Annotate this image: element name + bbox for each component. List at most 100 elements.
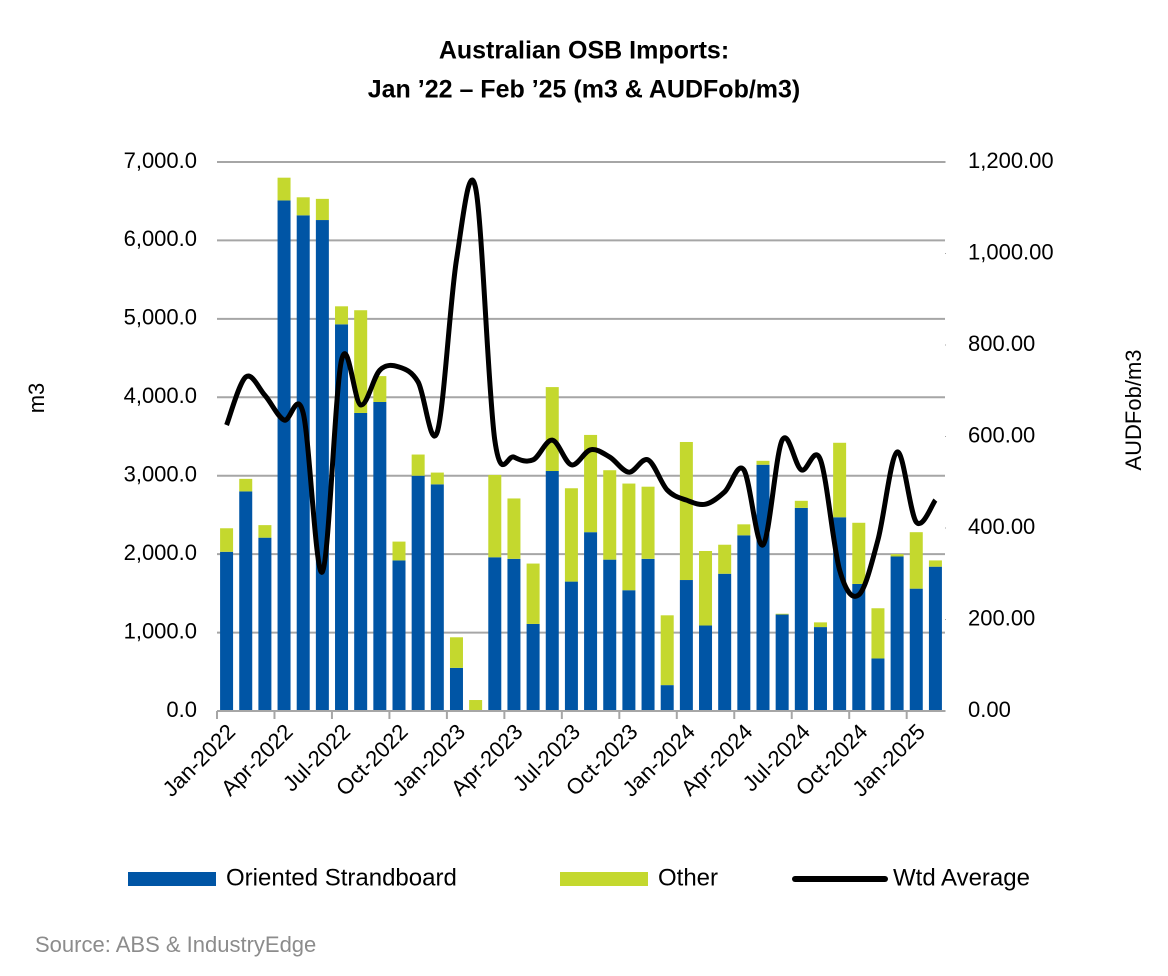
bar-segment [296, 215, 310, 711]
bar-segment [373, 401, 387, 711]
bar-segment [430, 484, 444, 711]
y-tick-label: 7,000.0 [124, 148, 197, 173]
y2-tick-label: 1,000.00 [968, 239, 1054, 264]
bar-segment [794, 500, 808, 508]
bar-segment [449, 667, 463, 711]
y2-tick-label: 800.00 [968, 331, 1035, 356]
y2-tick-label: 400.00 [968, 514, 1035, 539]
bar-segment [354, 310, 368, 413]
bar-segment [756, 464, 770, 711]
bar-segment [699, 551, 713, 626]
bar-segment [335, 324, 349, 711]
legend-swatch [560, 872, 648, 886]
bar-segment [622, 483, 636, 591]
legend-label: Wtd Average [893, 864, 1030, 891]
bar-segment [756, 460, 770, 465]
y2-tick-label: 0.00 [968, 697, 1011, 722]
bar-segment [909, 588, 923, 711]
bar-segment [833, 442, 847, 518]
bar-segment [737, 524, 751, 536]
bar-segment [526, 563, 540, 624]
bar-segment [239, 478, 253, 492]
y-tick-label: 4,000.0 [124, 383, 197, 408]
bar-segment [315, 220, 329, 711]
bar-segment [603, 470, 617, 560]
bar-segment [564, 488, 578, 582]
bar-segment [411, 475, 425, 711]
bar-segment [909, 532, 923, 589]
bar-segment [373, 376, 387, 402]
bar-segment [890, 554, 904, 557]
legend-label: Oriented Strandboard [226, 864, 457, 891]
bar-segment [564, 581, 578, 711]
bar-segment [641, 558, 655, 711]
bar-segment [449, 637, 463, 668]
bar-segment [335, 306, 349, 325]
y-axis-label: m3 [24, 383, 49, 414]
bar-segment [679, 580, 693, 711]
bar-segment [545, 471, 559, 711]
bar-segment [258, 525, 272, 538]
bar-segment [545, 387, 559, 472]
bar-segment [277, 177, 291, 201]
bar-segment [220, 528, 234, 552]
y-tick-label: 3,000.0 [124, 462, 197, 487]
bar-segment [603, 559, 617, 711]
bar-segment [794, 507, 808, 711]
bar-segment [392, 560, 406, 711]
bar-segment [277, 200, 291, 711]
bar-segment [775, 614, 789, 711]
bar-segment [890, 556, 904, 711]
bar-segment [871, 658, 885, 711]
bar-segment [928, 566, 942, 711]
bar-segment [737, 535, 751, 711]
source-note: Source: ABS & IndustryEdge [35, 932, 316, 957]
bar-segment [488, 557, 502, 711]
bar-segment [507, 558, 521, 711]
bar-segment [852, 522, 866, 584]
y-tick-label: 2,000.0 [124, 540, 197, 565]
bar-segment [852, 583, 866, 711]
bar-segment [622, 590, 636, 711]
bar-segment [411, 454, 425, 476]
bar-segment [871, 608, 885, 659]
y2-tick-label: 200.00 [968, 605, 1035, 630]
y-tick-label: 5,000.0 [124, 305, 197, 330]
bar-segment [315, 198, 329, 221]
y-tick-label: 1,000.0 [124, 618, 197, 643]
y2-tick-label: 1,200.00 [968, 148, 1054, 173]
bar-segment [660, 615, 674, 686]
legend-label: Other [658, 864, 718, 891]
y-tick-label: 6,000.0 [124, 226, 197, 251]
chart-title: Jan ’22 – Feb ’25 (m3 & AUDFob/m3) [368, 76, 801, 104]
y2-tick-label: 600.00 [968, 422, 1035, 447]
bar-segment [584, 434, 598, 533]
bar-segment [813, 627, 827, 711]
bar-segment [354, 412, 368, 711]
bar-segment [660, 685, 674, 711]
y-tick-label: 0.0 [166, 697, 197, 722]
bar-segment [928, 560, 942, 567]
bar-segment [430, 472, 444, 485]
bar-segment [699, 625, 713, 711]
bar-segment [718, 544, 732, 574]
bar-segment [220, 551, 234, 711]
bar-segment [775, 613, 789, 615]
bar-segment [392, 541, 406, 561]
bar-segment [641, 486, 655, 559]
bar-segment [718, 573, 732, 711]
y2-axis-label: AUDFob/m3 [1121, 349, 1146, 470]
chart-title: Australian OSB Imports: [439, 37, 729, 65]
bar-segment [239, 491, 253, 711]
line [224, 177, 938, 599]
bar-segment [507, 498, 521, 559]
bar-segment [488, 474, 502, 558]
bar-segment [526, 623, 540, 711]
bar-segment [258, 537, 272, 711]
legend-swatch [128, 872, 216, 886]
bar-segment [469, 700, 483, 711]
bar-segment [584, 532, 598, 711]
bar-segment [296, 197, 310, 216]
bar-segment [813, 622, 827, 628]
